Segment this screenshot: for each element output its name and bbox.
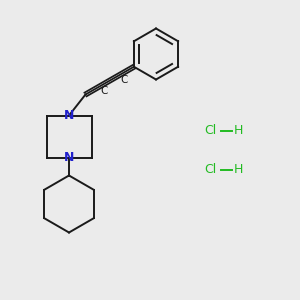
Text: N: N (64, 109, 74, 122)
Text: Cl: Cl (204, 124, 216, 137)
Text: C: C (100, 86, 108, 96)
Text: H: H (234, 163, 243, 176)
Text: Cl: Cl (204, 163, 216, 176)
Text: C: C (120, 75, 127, 85)
Text: N: N (64, 151, 74, 164)
Text: H: H (234, 124, 243, 137)
